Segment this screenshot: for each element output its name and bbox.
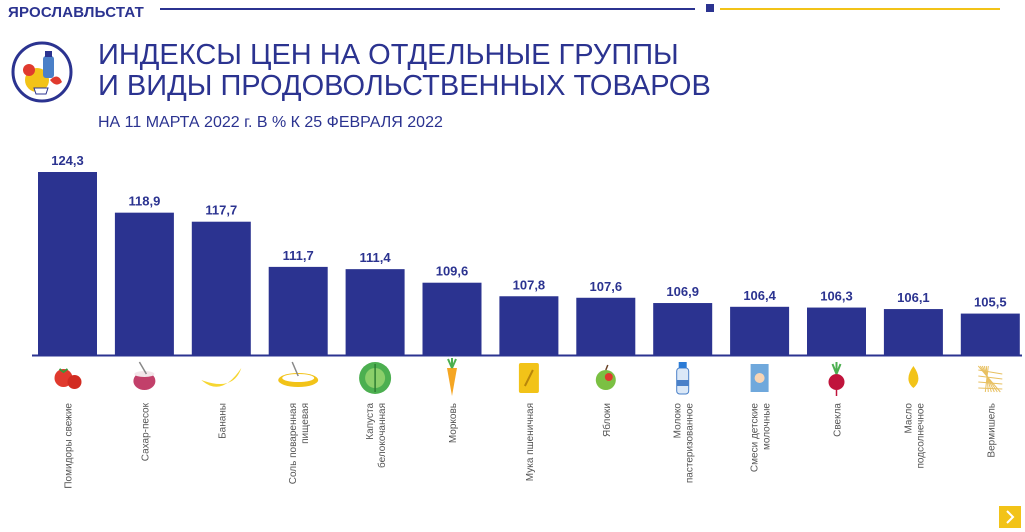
carrot-icon (447, 358, 457, 396)
price-index-bar-chart: 124,3 Помидоры свежие 118,9 Сахар-песок 117,… (32, 153, 1022, 489)
category-label: Помидоры свежие (64, 403, 75, 489)
bar (422, 282, 482, 355)
data-label: 107,6 (590, 279, 623, 294)
data-label: 105,5 (974, 295, 1007, 310)
category-label: Капустабелокочанная (365, 403, 388, 468)
chevron-right-icon (1006, 510, 1015, 524)
bar (191, 221, 251, 355)
oil-drop-icon (908, 366, 919, 388)
bar (730, 306, 790, 355)
data-label: 106,9 (666, 284, 699, 299)
category-label-line: Молоко (673, 403, 684, 439)
category-label: Маслоподсолнечное (903, 403, 926, 469)
brand-name: ЯРОСЛАВЛЬСТАТ (8, 4, 144, 21)
category-label-line: Сахар-песок (140, 402, 151, 461)
bar (883, 309, 943, 355)
data-label: 111,4 (360, 250, 392, 265)
page-title: ИНДЕКСЫ ЦЕН НА ОТДЕЛЬНЫЕ ГРУППЫ И ВИДЫ П… (98, 40, 711, 102)
category-label-line: Свекла (833, 403, 844, 437)
milk-bottle-icon (676, 362, 690, 395)
category-label: Смеси детскиемолочные (750, 403, 773, 473)
bar (576, 297, 636, 355)
category-label: Яблоки (601, 403, 613, 437)
category-label-line: Масло (903, 403, 914, 434)
data-label: 111,7 (283, 248, 314, 263)
flour-bag-icon (518, 363, 539, 393)
data-label: 109,6 (436, 264, 469, 279)
data-label: 106,1 (897, 290, 930, 305)
bar (268, 266, 328, 355)
vermicelli-icon (977, 365, 1003, 393)
category-label-line: белокочанная (376, 403, 388, 468)
category-label: Мука пшеничная (525, 403, 536, 481)
tomato-icon (54, 368, 82, 389)
category-label-line: Соль поваренная (288, 403, 299, 484)
banana-icon (201, 368, 242, 387)
category-label-line: Помидоры свежие (64, 403, 75, 489)
header-rule (160, 8, 695, 10)
category-label-line: Вермишель (986, 403, 997, 458)
sugar-bowl-icon (133, 361, 156, 390)
category-label: Свекла (833, 403, 844, 437)
category-label: Морковь (448, 403, 459, 443)
category-label-line: пастеризованное (685, 403, 696, 484)
bar (499, 296, 559, 355)
category-label: Молокопастеризованное (673, 403, 696, 484)
apple-icon (595, 364, 616, 390)
title-line-1: ИНДЕКСЫ ЦЕН НА ОТДЕЛЬНЫЕ ГРУППЫ (98, 39, 679, 71)
salt-bowl-icon (278, 361, 319, 387)
category-label: Вермишель (986, 403, 997, 458)
baby-formula-icon (750, 364, 769, 392)
category-label-line: Морковь (448, 403, 459, 443)
cabbage-icon (359, 362, 392, 394)
category-label-line: Мука пшеничная (525, 403, 536, 481)
category-label-line: молочные (762, 403, 773, 450)
data-label: 107,8 (513, 277, 546, 292)
category-label-line: Яблоки (601, 403, 613, 437)
data-label: 117,7 (205, 203, 237, 218)
category-label-line: подсолнечное (915, 403, 926, 469)
data-label: 106,4 (743, 288, 776, 303)
category-label: Соль повареннаяпищевая (288, 403, 311, 484)
data-label: 106,3 (820, 289, 853, 304)
header-rule-marker (706, 4, 714, 12)
title-line-2: И ВИДЫ ПРОДОВОЛЬСТВЕННЫХ ТОВАРОВ (98, 70, 711, 102)
data-label: 118,9 (128, 194, 160, 209)
next-slide-button[interactable] (999, 506, 1021, 528)
category-label-line: Капуста (365, 403, 376, 440)
page-subtitle: НА 11 МАРТА 2022 г. В % К 25 ФЕВРАЛЯ 202… (98, 114, 443, 131)
category-label-line: Бананы (217, 403, 228, 439)
bar (653, 303, 713, 355)
bar (807, 307, 866, 355)
bar (114, 212, 174, 355)
header-rule-accent (720, 8, 1000, 10)
category-label: Сахар-песок (140, 402, 151, 461)
category-label-line: пищевая (300, 403, 311, 444)
food-basket-logo-icon (11, 41, 73, 103)
bar (345, 269, 405, 355)
category-label-line: Смеси детские (750, 403, 761, 473)
data-label: 124,3 (51, 153, 84, 168)
bar (38, 172, 97, 355)
beet-icon (828, 362, 845, 396)
category-label: Бананы (217, 403, 228, 439)
bar (960, 313, 1020, 355)
